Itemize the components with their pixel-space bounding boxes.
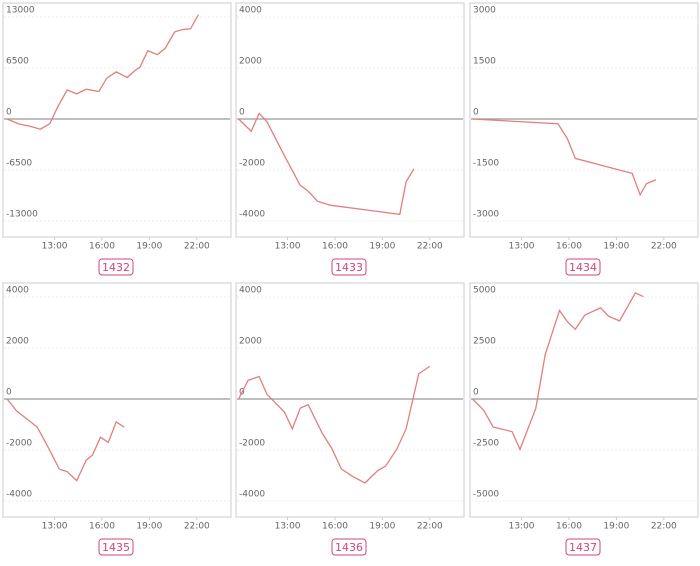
y-tick-label: 6500: [6, 57, 29, 67]
y-tick-label: 4000: [239, 286, 262, 296]
y-tick-label: -13000: [6, 210, 38, 220]
y-tick-label: -1500: [473, 159, 499, 169]
label-box: [565, 538, 601, 556]
y-tick-label: -2000: [6, 439, 32, 449]
y-tick-label: 0: [6, 108, 12, 118]
panel-frame: [469, 2, 699, 238]
y-tick-label: -4000: [239, 490, 265, 500]
x-tick-label: 16:00: [89, 522, 115, 532]
x-tick-label: 19:00: [136, 522, 162, 532]
x-tick-label: 16:00: [89, 242, 115, 252]
panel-frame: [235, 282, 465, 518]
y-tick-label: 3000: [473, 6, 496, 16]
panel: -4000 -2000 0 2000 4000 13:00 16:00 19:00 22:00 1…: [235, 2, 465, 276]
line: [472, 292, 644, 452]
y-tick-label: -4000: [239, 210, 265, 220]
x-tick-label: 16:00: [556, 242, 582, 252]
label-box: [98, 258, 134, 276]
panel-frame: [2, 282, 232, 518]
panel-label: 1436: [335, 541, 363, 554]
x-tick-label: 16:00: [322, 522, 348, 532]
x-tick-label: 13:00: [509, 522, 535, 532]
y-tick-label: 2000: [6, 337, 29, 347]
x-tick-label: 22:00: [184, 242, 210, 252]
x-tick-label: 13:00: [275, 242, 301, 252]
y-tick-label: 0: [473, 108, 479, 118]
x-tick-label: 13:00: [275, 522, 301, 532]
x-tick-label: 22:00: [651, 522, 677, 532]
y-tick-label: 4000: [239, 6, 262, 16]
line: [472, 118, 657, 197]
x-tick-label: 19:00: [369, 522, 395, 532]
label-box: [331, 538, 367, 556]
y-tick-label: 2000: [239, 337, 262, 347]
y-tick-label: -5000: [473, 490, 499, 500]
label-box: [331, 258, 367, 276]
panel-frame: [235, 2, 465, 238]
panel-label: 1437: [569, 541, 597, 554]
x-tick-label: 19:00: [603, 522, 629, 532]
x-tick-label: 13:00: [42, 522, 68, 532]
line: [6, 398, 125, 482]
x-tick-label: 22:00: [417, 522, 443, 532]
y-tick-label: 0: [6, 388, 12, 398]
y-tick-label: 2000: [239, 57, 262, 67]
x-tick-label: 22:00: [651, 242, 677, 252]
y-tick-label: -3000: [473, 210, 499, 220]
y-tick-label: 0: [473, 388, 479, 398]
y-tick-label: -2500: [473, 439, 499, 449]
panel-frame: [469, 282, 699, 518]
x-tick-label: 16:00: [556, 522, 582, 532]
panel-frame: [2, 2, 232, 238]
y-tick-label: 4000: [6, 286, 29, 296]
y-tick-label: 1500: [473, 57, 496, 67]
panel: -13000 -6500 0 6500 13000 13:00 16:00 19:00 22:0…: [2, 2, 232, 276]
line: [238, 112, 415, 216]
label-box: [565, 258, 601, 276]
panel: -4000 -2000 0 2000 4000 13:00 16:00 19:00 22:00 1…: [2, 282, 232, 556]
label-box: [98, 538, 134, 556]
y-tick-label: 13000: [6, 6, 35, 16]
panel-label: 1434: [569, 261, 597, 274]
line: [238, 365, 431, 484]
x-tick-label: 13:00: [42, 242, 68, 252]
x-tick-label: 22:00: [417, 242, 443, 252]
x-tick-label: 19:00: [136, 242, 162, 252]
panel: -3000 -1500 0 1500 3000 13:00 16:00 19:00 22:00 1…: [469, 2, 699, 276]
y-tick-label: -2000: [239, 439, 265, 449]
x-tick-label: 19:00: [603, 242, 629, 252]
panel-label: 1435: [102, 541, 130, 554]
x-tick-label: 19:00: [369, 242, 395, 252]
panel-label: 1432: [102, 261, 130, 274]
line: [6, 14, 199, 130]
y-tick-label: -4000: [6, 490, 32, 500]
panel: -5000 -2500 0 2500 5000 13:00 16:00 19:00 22:00 1…: [469, 282, 699, 556]
x-tick-label: 16:00: [322, 242, 348, 252]
y-tick-label: -6500: [6, 159, 32, 169]
panel-label: 1433: [335, 261, 363, 274]
y-tick-label: 2500: [473, 337, 496, 347]
y-tick-label: 0: [239, 108, 245, 118]
y-tick-label: -2000: [239, 159, 265, 169]
y-tick-label: 5000: [473, 286, 496, 296]
x-tick-label: 13:00: [509, 242, 535, 252]
x-tick-label: 22:00: [184, 522, 210, 532]
